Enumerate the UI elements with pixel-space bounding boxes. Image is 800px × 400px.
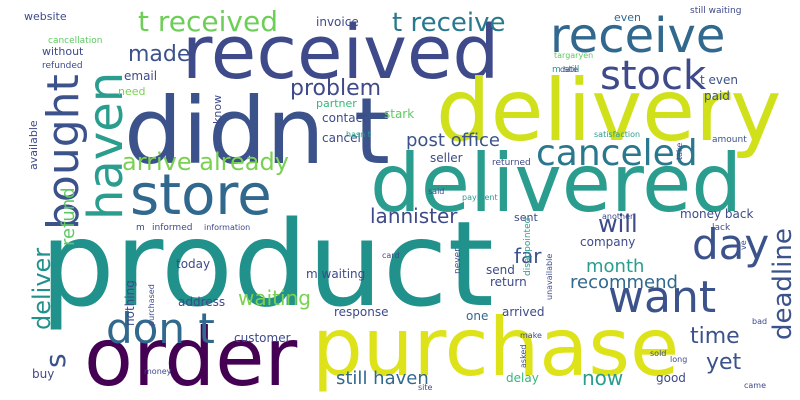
word-delivered: delivered [370,137,743,230]
word-cancellation: cancellation [48,36,103,46]
word-order: order [84,311,298,400]
word-post-office: post office [406,130,500,151]
word-returned: returned [492,158,531,168]
word-m-waiting: m waiting [306,267,366,281]
word-response: response [334,305,389,319]
word-paid: paid [704,89,730,103]
word-stock: stock [600,53,707,99]
word-cancel: cancel [322,131,361,145]
word-another: another [602,212,634,221]
word-deadline: deadline [768,228,798,340]
word-receive: receive [550,8,726,64]
word-one: one [466,309,489,323]
word-long: long [670,355,688,364]
word-email: email [124,69,158,83]
word-ve: ve [739,240,748,250]
word-sent: sent [514,211,538,224]
word-without: without [42,45,84,58]
word-make: make [520,331,542,340]
word-never: never [453,248,463,274]
word-m-still: m still [552,65,580,75]
word-send: send [486,263,515,277]
word-bad: bad [752,317,768,326]
word-company: company [580,235,636,249]
word-buy: buy [32,367,55,381]
word-still-waiting: still waiting [690,6,742,16]
word-return: return [490,275,527,289]
word-product: product [40,195,494,333]
word-need: need [118,85,146,98]
word-payment: payment [462,193,498,202]
word-today: today [176,257,211,271]
word-refunded: refunded [42,61,83,71]
word-far: far [514,244,542,268]
word-refund: refund [58,187,79,246]
word-nothing: nothing [123,280,137,326]
word-yet: yet [706,350,742,375]
word-said: said [428,187,445,196]
word-amount: amount [712,135,747,145]
word-came: came [744,381,767,390]
word-money-back: money back [680,207,754,221]
word-canceled: canceled [536,133,698,174]
word-information: information [204,223,251,232]
word-made: made [128,42,191,67]
word-stark: stark [384,107,415,121]
word-satisfaction: satisfaction [594,130,641,139]
word-website: website [24,10,67,23]
word-unavailable: unavailable [545,253,554,300]
word-even: even [614,11,642,24]
word-lannister: lannister [370,204,458,228]
word-delay: delay [506,371,539,385]
word-partner: partner [316,97,357,110]
word-informed: informed [152,223,193,233]
word-address: address [178,295,226,309]
word-t-received: t received [138,5,278,38]
word-card: card [382,251,400,260]
word-good: good [656,371,686,385]
word-targaryen: targaryen [554,51,594,60]
word-recommend: recommend [570,272,678,293]
word-want: want [608,272,717,323]
word-arrive-already: arrive already [122,148,289,176]
word-time: time [690,324,740,349]
word-didn-t: didn t [124,78,390,185]
word-available: available [27,120,40,170]
word-t-even: t even [700,73,738,87]
word-sold: sold [650,349,667,358]
word-s: s [39,353,72,368]
word-disappointed: disappointed [523,217,533,276]
word-seller: seller [430,151,463,165]
word-date: date [560,65,579,74]
word-store: store [130,163,272,228]
word-received: received [182,10,500,96]
word-delivery: delivery [436,61,782,161]
word-know: know [211,94,224,124]
word-m: m [136,223,145,233]
word-invoice: invoice [316,15,359,29]
word-hasn-t: hasn t [346,130,371,139]
word-lack: lack [712,223,731,233]
word-contact: contact [322,111,367,125]
word-don-t: don t [106,304,215,353]
word-customer: customer [234,331,291,345]
word-now: now [582,366,624,390]
word-purchased: purchased [147,284,156,326]
word-month: month [586,256,645,277]
word-problem: problem [290,76,382,101]
word-asked: asked [519,344,528,368]
word-site: site [418,383,433,392]
word-money: money [144,367,172,376]
word-t-receive: t receive [392,8,506,38]
word-waiting: waiting [238,286,311,310]
word-will: will [598,210,638,238]
word-take: take [675,142,684,160]
word-arrived: arrived [502,305,545,319]
word-deliver: deliver [28,247,56,330]
word-day: day [692,220,770,269]
word-still-haven: still haven [336,368,429,389]
word-purchase: purchase [312,301,680,394]
